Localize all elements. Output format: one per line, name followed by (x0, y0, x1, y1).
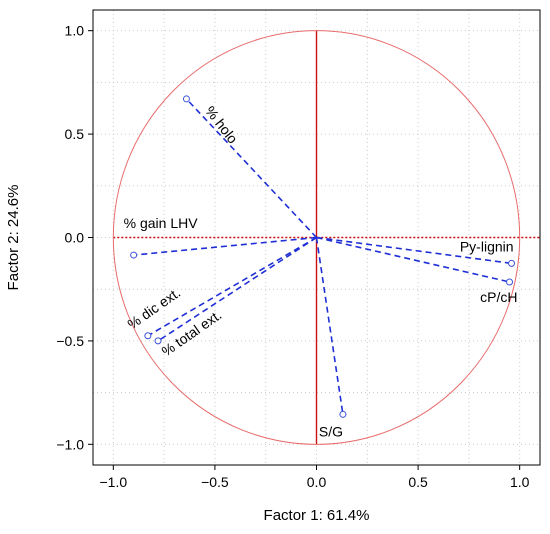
point-label: % total ext. (159, 307, 225, 360)
loading-vector (315, 237, 344, 415)
loading-vector (316, 236, 510, 283)
loading-vector (133, 236, 317, 256)
y-tick-label: 1.0 (65, 23, 85, 39)
point-label: cP/cH (480, 289, 517, 305)
x-tick-label: 0.0 (307, 474, 327, 490)
x-tick-label: −0.5 (201, 474, 229, 490)
y-tick-label: 0.5 (65, 126, 85, 142)
loading-points (130, 95, 516, 418)
point-label: S/G (319, 423, 343, 439)
loading-vectors (133, 98, 512, 415)
loading-point (144, 332, 152, 340)
x-axis-label: Factor 1: 61.4% (264, 507, 370, 524)
unit-circle (112, 30, 521, 445)
point-label: % holo (202, 103, 241, 147)
x-tick-label: 0.5 (408, 474, 428, 490)
unit-circle-layer (112, 30, 521, 445)
loading-vector (147, 236, 317, 337)
y-tick-label: 0.0 (65, 230, 85, 246)
point-labels: % holo % gain LHV % dic ext.% total ext. Py… (124, 103, 518, 439)
loading-point (130, 251, 138, 259)
loading-point (339, 410, 347, 418)
loading-vector (316, 236, 512, 265)
loading-point (154, 337, 162, 345)
tick-labels: −1.0 −0.5 0.0 0.5 1.0 1.0 0.5 0.0 −0.5 −1.0 (56, 23, 529, 490)
y-tick-label: −1.0 (56, 436, 84, 452)
point-label: Py-lignin (460, 238, 514, 254)
loading-vector (157, 236, 317, 342)
loading-point (508, 259, 516, 267)
point-label: % gain LHV (124, 215, 199, 231)
loading-point (182, 95, 190, 103)
y-tick-label: −0.5 (56, 333, 84, 349)
x-tick-label: −1.0 (99, 474, 127, 490)
point-label: % dic ext. (124, 284, 183, 332)
loading-point (506, 278, 514, 286)
x-tick-label: 1.0 (510, 474, 530, 490)
y-axis-label: Factor 2: 24.6% (5, 185, 22, 291)
loading-vector (185, 98, 318, 239)
